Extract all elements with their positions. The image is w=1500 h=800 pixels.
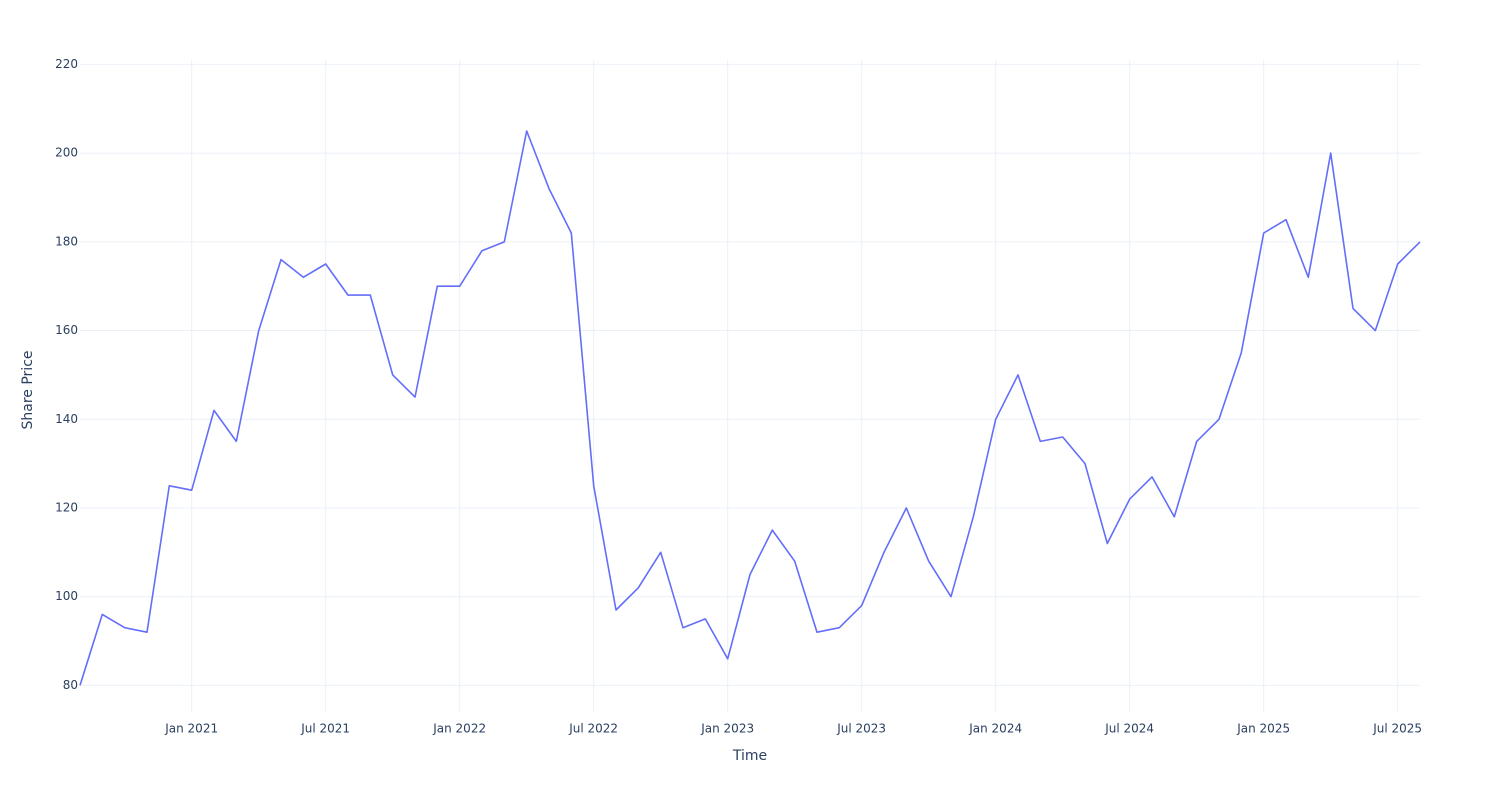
y-tick-label: 200 <box>55 146 78 160</box>
x-tick-label: Jul 2022 <box>568 722 618 736</box>
y-tick-label: 80 <box>63 678 78 692</box>
x-tick-label: Jan 2022 <box>432 722 486 736</box>
price-line <box>79 130 1421 686</box>
y-tick-label: 120 <box>55 500 78 514</box>
x-tick-label: Jan 2023 <box>700 722 754 736</box>
x-tick-label: Jul 2023 <box>836 722 886 736</box>
y-tick-label: 180 <box>55 234 78 248</box>
x-tick-label: Jan 2024 <box>968 722 1022 736</box>
y-tick-label: 220 <box>55 57 78 71</box>
x-tick-label: Jan 2021 <box>164 722 218 736</box>
y-tick-label: 160 <box>55 323 78 337</box>
x-tick-label: Jan 2025 <box>1236 722 1290 736</box>
x-tick-label: Jul 2021 <box>300 722 350 736</box>
x-tick-label: Jul 2024 <box>1104 722 1154 736</box>
y-tick-label: 140 <box>55 412 78 426</box>
x-axis-title: Time <box>732 748 767 764</box>
y-axis-title: Share Price <box>20 350 36 429</box>
x-tick-label: Jul 2025 <box>1372 722 1422 736</box>
y-tick-label: 100 <box>55 589 78 603</box>
